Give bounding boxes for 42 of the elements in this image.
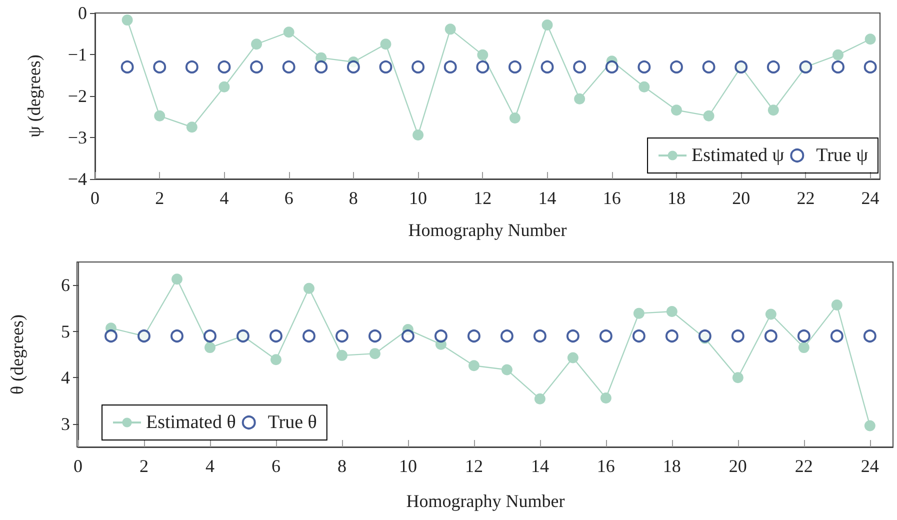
x-tick-label: 14 xyxy=(538,188,556,208)
x-tick-label: 2 xyxy=(139,456,148,476)
x-tick-label: 14 xyxy=(530,456,549,476)
x-tick-label: 22 xyxy=(796,188,815,208)
x-tick-label: 10 xyxy=(409,188,428,208)
y-tick-label: −2 xyxy=(68,86,87,106)
y-axis-title: ψ (degrees) xyxy=(24,54,44,138)
x-tick-label: 12 xyxy=(474,188,492,208)
legend-label: True θ xyxy=(268,412,317,433)
x-tick-label: 24 xyxy=(860,456,879,476)
x-tick-label: 6 xyxy=(284,188,294,208)
y-tick-label: 3 xyxy=(61,414,70,434)
x-tick-label: 20 xyxy=(732,188,750,208)
y-tick-label: −4 xyxy=(68,169,87,189)
x-tick-label: 2 xyxy=(155,188,164,208)
y-tick-label: −1 xyxy=(68,44,87,64)
y-axis-title: θ (degrees) xyxy=(7,314,27,395)
y-tick-label: 5 xyxy=(61,321,70,342)
y-tick-label: −3 xyxy=(68,128,87,148)
x-tick-label: 22 xyxy=(794,456,813,476)
x-axis-title: Homography Number xyxy=(408,220,567,240)
x-tick-label: 4 xyxy=(220,188,229,208)
legend-label: True ψ xyxy=(816,145,868,166)
x-tick-label: 12 xyxy=(464,456,483,476)
x-tick-label: 24 xyxy=(861,188,880,208)
x-tick-label: 8 xyxy=(337,456,346,476)
x-tick-label: 0 xyxy=(90,188,100,208)
x-tick-label: 18 xyxy=(667,188,686,208)
x-tick-label: 6 xyxy=(271,456,280,476)
x-tick-label: 16 xyxy=(596,456,615,476)
x-tick-label: 10 xyxy=(398,456,417,476)
x-tick-label: 4 xyxy=(205,456,214,476)
y-tick-label: 4 xyxy=(61,368,70,388)
y-tick-label: 0 xyxy=(78,3,87,23)
x-axis-title: Homography Number xyxy=(406,491,565,511)
legend-label: Estimated θ xyxy=(146,412,236,433)
x-tick-label: 18 xyxy=(662,456,681,476)
x-tick-label: 8 xyxy=(348,188,358,208)
x-tick-label: 20 xyxy=(728,456,747,476)
legend-label: Estimated ψ xyxy=(692,145,784,166)
y-tick-label: 6 xyxy=(61,275,70,296)
x-tick-label: 16 xyxy=(602,188,621,208)
